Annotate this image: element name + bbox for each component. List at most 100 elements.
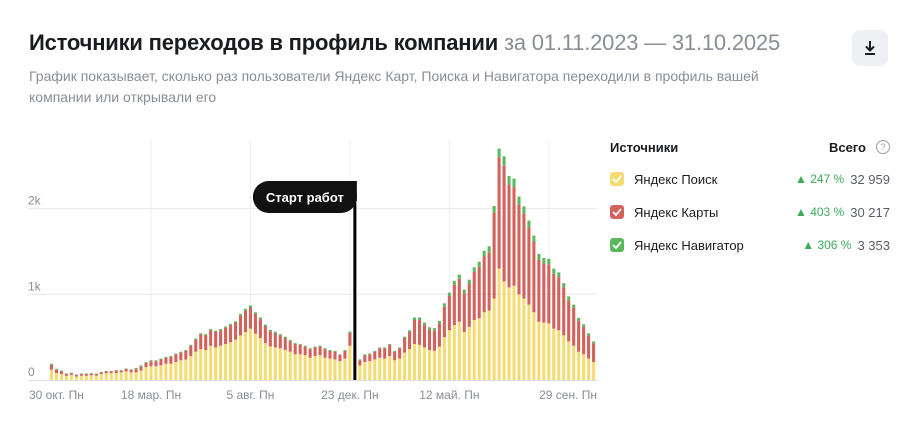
bar-segment [427,327,432,330]
bar-segment [258,317,262,320]
bar-segment [348,332,352,346]
chart: 0 1k 2k 30 окт. Пн 18 мар. Пн 5 авг. Пн 23 дек… [28,140,597,402]
bar-segment [393,350,397,352]
bar-segment [532,235,536,242]
bar-segment [348,345,352,380]
bar-segment [243,308,248,311]
bar-segment [547,323,551,380]
x-tick-label: 30 окт. Пн [29,388,84,402]
download-button[interactable] [852,30,888,66]
bar-segment [462,332,466,380]
bar-segment [288,351,292,380]
page-title: Источники переходов в профиль компании з… [29,30,780,56]
bar-segment [348,331,352,333]
bar-segment [194,351,198,380]
bar-segment [174,354,178,362]
bar-segment [224,327,228,344]
x-tick-label: 29 сен. Пн [539,388,597,402]
bar-segment [562,335,566,380]
x-tick-label: 5 авг. Пн [227,388,275,402]
bar-segment [174,353,178,355]
bar-segment [472,267,476,272]
bar-segment [303,355,307,380]
bar-segment [144,367,148,380]
bar-segment [572,304,576,308]
bar-segment [184,350,188,351]
bar-segment [542,257,546,264]
bar-segment [318,355,322,380]
bar-segment [373,350,377,352]
bar-segment [413,320,417,344]
bar-segment [323,349,327,358]
x-tick-label: 18 мар. Пн [121,388,181,402]
bar-segment [243,310,248,332]
bar-segment [452,325,456,380]
bar-segment [139,365,143,367]
checkbox-icon[interactable] [610,238,624,252]
bar-segment [59,371,64,374]
bar-segment [164,363,168,380]
bar-segment [457,278,461,322]
bar-segment [512,285,516,380]
bar-segment [467,284,471,327]
bar-segment [144,362,148,368]
bar-segment [273,332,277,348]
bar-segment [408,349,412,380]
help-icon[interactable]: ? [876,140,890,154]
bar-segment [363,362,367,380]
bar-segment [298,344,302,345]
legend-item-search[interactable]: Яндекс Поиск ▲ 247 % 32 959 [610,170,890,188]
bar-segment [229,325,233,343]
bar-segment [502,156,506,166]
bar-segment [273,331,277,333]
annotation-box [252,181,357,213]
bar-segment [313,346,317,348]
bar-segment [159,365,163,380]
bar-segment [422,347,427,380]
bar-segment [373,351,377,360]
legend: Источники Всего ? Яндекс Поиск ▲ 247 % 3… [610,138,890,269]
legend-item-name: Яндекс Поиск [634,171,718,187]
bar-segment [338,361,342,380]
legend-item-navigator[interactable]: Яндекс Навигатор ▲ 306 % 3 353 [610,236,890,254]
bar-segment [268,346,272,380]
bar-segment [562,287,566,336]
bar-segment [482,251,486,257]
bar-segment [467,326,471,380]
bar-segment [378,348,382,358]
bar-segment [204,334,208,336]
bar-segment [149,361,153,367]
bar-segment [398,347,402,349]
bar-segment [592,362,596,380]
bar-segment [134,368,138,369]
bar-segment [557,277,561,331]
bar-segment [338,354,342,356]
bar-segment [492,212,496,299]
annotation-label: Старт работ [266,190,344,205]
bar-segment [238,315,243,336]
bar-segment [343,350,347,351]
bar-segment [199,333,203,335]
bar-segment [482,312,486,380]
bar-segment [532,312,536,380]
checkbox-icon[interactable] [610,205,624,219]
legend-item-maps[interactable]: Яндекс Карты ▲ 403 % 30 217 [610,203,890,221]
bar-segment [69,374,73,380]
bar-segment [139,370,143,380]
bar-segment [388,356,392,380]
bar-segment [209,329,213,331]
legend-header: Источники Всего ? [610,138,890,156]
bar-segment [492,298,496,380]
bar-segment [328,358,332,380]
bar-segment [129,369,133,373]
bar-segment [189,344,193,346]
bar-segment [298,344,302,355]
bar-segment [308,357,312,380]
bar-segment [343,350,347,359]
checkbox-icon[interactable] [610,172,624,186]
bar-segment [79,375,83,380]
bar-segment [184,359,188,380]
bar-segment [413,344,417,380]
legend-total-header: Всего ? [829,140,890,155]
bar-segment [547,264,551,324]
